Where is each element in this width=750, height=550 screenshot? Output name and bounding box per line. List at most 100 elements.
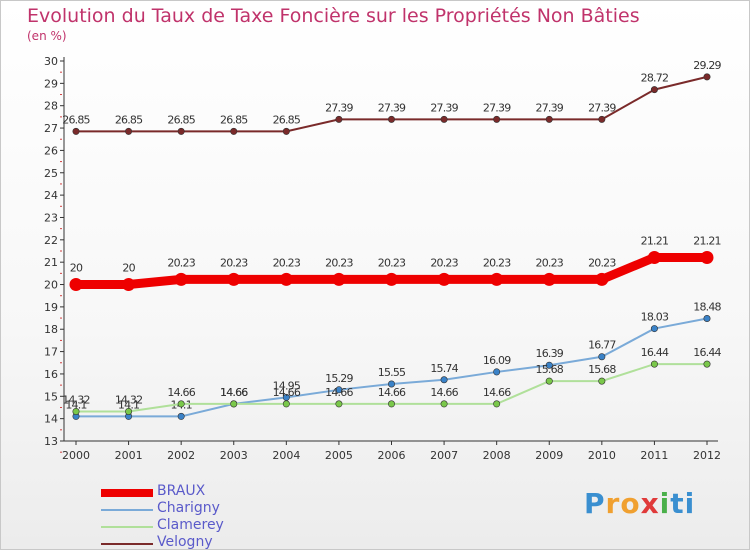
data-label: 20.23 xyxy=(167,256,195,269)
legend-label: BRAUX xyxy=(157,483,206,499)
x-tick-label: 2001 xyxy=(115,449,143,462)
data-label: 27.39 xyxy=(325,101,353,114)
logo-part: r xyxy=(605,487,621,520)
data-point xyxy=(125,407,133,415)
data-label: 14.32 xyxy=(115,393,143,406)
data-label: 20 xyxy=(122,262,135,275)
y-tick-label: 30 xyxy=(44,55,58,68)
data-point xyxy=(650,360,658,368)
data-point xyxy=(650,86,658,94)
y-tick-label: 24 xyxy=(44,189,58,202)
legend-swatch xyxy=(101,509,153,511)
legend-item: Clamerey xyxy=(101,517,261,535)
x-tick-label: 2011 xyxy=(640,449,668,462)
data-label: 16.39 xyxy=(536,347,564,360)
data-label: 27.39 xyxy=(536,101,564,114)
y-tick-label: 19 xyxy=(44,301,58,314)
data-point xyxy=(703,360,711,368)
y-tick-label: 20 xyxy=(44,279,58,292)
data-label: 14.32 xyxy=(62,393,90,406)
x-tick-label: 2007 xyxy=(430,449,458,462)
legend-swatch xyxy=(101,543,153,545)
legend-item: Velogny xyxy=(101,534,261,550)
data-label: 16.44 xyxy=(693,346,721,359)
data-label: 16.77 xyxy=(588,339,616,352)
data-point xyxy=(177,400,185,408)
data-point xyxy=(335,400,343,408)
legend-item: Charigny xyxy=(101,500,261,518)
data-point xyxy=(69,278,83,292)
y-tick-label: 21 xyxy=(44,256,58,269)
data-label: 27.39 xyxy=(430,101,458,114)
data-point xyxy=(282,400,290,408)
data-point xyxy=(72,407,80,415)
data-point xyxy=(493,400,501,408)
logo-part: o xyxy=(620,487,641,520)
data-point xyxy=(177,412,185,420)
legend-label: Velogny xyxy=(157,534,213,550)
data-label: 14.66 xyxy=(220,386,248,399)
logo-part: P xyxy=(584,487,606,520)
data-label: 20.23 xyxy=(273,256,301,269)
data-label: 16.44 xyxy=(641,346,669,359)
x-tick-label: 2009 xyxy=(535,449,563,462)
data-label: 20.23 xyxy=(588,256,616,269)
data-label: 21.21 xyxy=(693,234,721,247)
data-label: 14.95 xyxy=(273,379,301,392)
data-point xyxy=(650,325,658,333)
data-label: 14.66 xyxy=(273,386,301,399)
logo-part: i xyxy=(659,487,671,520)
data-point xyxy=(227,272,241,286)
x-tick-label: 2005 xyxy=(325,449,353,462)
data-point xyxy=(545,377,553,385)
data-point xyxy=(545,115,553,123)
x-tick-label: 2012 xyxy=(693,449,721,462)
data-label: 20.23 xyxy=(378,256,406,269)
y-tick-label: 17 xyxy=(44,346,58,359)
data-point xyxy=(440,115,448,123)
data-point xyxy=(598,353,606,361)
data-label: 20.23 xyxy=(220,256,248,269)
data-point xyxy=(542,272,556,286)
data-label: 26.85 xyxy=(220,113,248,126)
x-tick-label: 2000 xyxy=(62,449,90,462)
data-label: 20.23 xyxy=(325,256,353,269)
data-label: 18.03 xyxy=(641,311,669,324)
x-tick-label: 2006 xyxy=(378,449,406,462)
data-label: 27.39 xyxy=(588,101,616,114)
data-label: 26.85 xyxy=(62,113,90,126)
data-label: 29.29 xyxy=(693,59,721,72)
data-point xyxy=(595,272,609,286)
data-label: 16.09 xyxy=(483,354,511,367)
data-point xyxy=(598,377,606,385)
y-tick-label: 13 xyxy=(44,435,58,448)
y-tick-label: 16 xyxy=(44,368,58,381)
y-tick-label: 15 xyxy=(44,390,58,403)
data-point xyxy=(700,250,714,264)
legend-label: Charigny xyxy=(157,500,220,516)
x-tick-label: 2003 xyxy=(220,449,248,462)
unit-label: (en %) xyxy=(27,29,67,43)
data-label: 20 xyxy=(70,262,83,275)
data-point xyxy=(545,361,553,369)
data-point xyxy=(598,115,606,123)
data-label: 14.1 xyxy=(65,398,86,411)
data-point xyxy=(440,376,448,384)
legend-swatch xyxy=(101,489,153,497)
data-point xyxy=(72,127,80,135)
y-tick-label: 23 xyxy=(44,211,58,224)
data-label: 14.66 xyxy=(220,386,248,399)
data-label: 26.85 xyxy=(273,113,301,126)
proxiti-logo: Proxiti xyxy=(584,487,695,520)
data-label: 21.21 xyxy=(641,234,669,247)
y-tick-label: 14 xyxy=(44,413,58,426)
data-label: 20.23 xyxy=(483,256,511,269)
data-point xyxy=(282,127,290,135)
data-point xyxy=(125,127,133,135)
y-tick-label: 26 xyxy=(44,144,58,157)
data-point xyxy=(230,127,238,135)
data-label: 26.85 xyxy=(167,113,195,126)
data-point xyxy=(647,250,661,264)
y-tick-label: 22 xyxy=(44,234,58,247)
